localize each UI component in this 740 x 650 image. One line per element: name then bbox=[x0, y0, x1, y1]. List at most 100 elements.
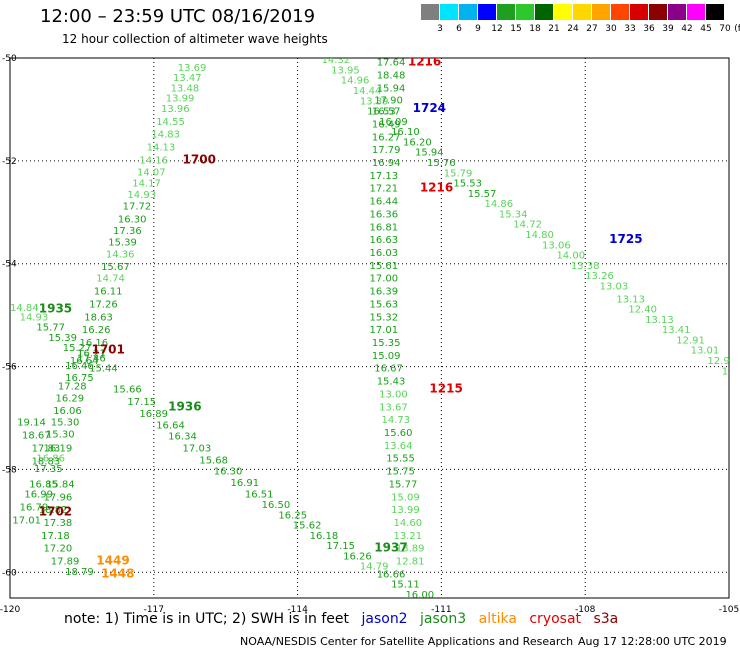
lat-tick-label: -58 bbox=[2, 465, 17, 475]
scale-label: 33 bbox=[624, 24, 636, 34]
swh-value-label: 17.26 bbox=[89, 299, 118, 310]
swh-value-label: 14.74 bbox=[96, 274, 125, 285]
swh-value-label: 15.77 bbox=[389, 479, 418, 490]
swh-value-label: 16.09 bbox=[379, 117, 408, 128]
page-subtitle: 12 hour collection of altimeter wave hei… bbox=[62, 32, 328, 46]
swh-value-label: 16.85 bbox=[29, 479, 58, 490]
swh-value-label: 17.01 bbox=[12, 515, 41, 526]
scale-label: 3 bbox=[437, 24, 443, 34]
swh-value-label: 17.38 bbox=[44, 518, 73, 529]
swh-value-label: 17.28 bbox=[58, 382, 87, 393]
pass-time-labels-layer: 1659 1723 1216 1724 1700 1216 1725 1935 1701 1936… bbox=[12, 55, 642, 580]
swh-value-label: 15.30 bbox=[46, 430, 75, 441]
scale-label: 27 bbox=[586, 24, 598, 34]
swh-value-label: 16.39 bbox=[370, 287, 399, 298]
swh-value-label: 14.80 bbox=[525, 230, 554, 241]
legend-s3a: s3a bbox=[593, 611, 619, 627]
swh-value-label: 12.75 bbox=[736, 377, 740, 388]
scale-swatch bbox=[649, 4, 667, 20]
swh-value-label: 15.62 bbox=[293, 521, 322, 532]
legend-altika: altika bbox=[478, 611, 517, 627]
swh-value-label: 18.79 bbox=[65, 567, 94, 578]
swh-value-label: 16.81 bbox=[370, 222, 399, 233]
swh-value-label: 18.83 bbox=[32, 456, 61, 467]
scale-label: 45 bbox=[700, 24, 712, 34]
pass-time-label: 1216 bbox=[408, 55, 441, 69]
swh-value-label: 16.66 bbox=[377, 569, 406, 580]
swh-value-label: 19.14 bbox=[17, 418, 46, 429]
note-text: note: 1) Time is in UTC; 2) SWH is in fe… bbox=[64, 611, 350, 627]
pass-time-label: 1935 bbox=[39, 302, 72, 316]
swh-value-label: 16.46 bbox=[65, 361, 94, 372]
swh-value-label: 14.93 bbox=[20, 312, 49, 323]
swh-value-label: 15.53 bbox=[453, 179, 482, 190]
swh-value-label: 17.01 bbox=[370, 325, 399, 336]
swh-value-label: 13.96 bbox=[161, 104, 190, 115]
swh-value-label: 15.39 bbox=[108, 238, 137, 249]
lon-tick-label: -108 bbox=[575, 605, 596, 615]
swh-value-label: 14.59 bbox=[187, 50, 216, 61]
legend-jason3: jason3 bbox=[420, 611, 467, 627]
swh-value-label: 13.21 bbox=[393, 531, 422, 542]
swh-value-label: 17.89 bbox=[51, 557, 80, 568]
swh-value-label: 16.30 bbox=[214, 467, 243, 478]
swh-value-label: 16.21 bbox=[77, 348, 106, 359]
lon-tick-label: -105 bbox=[719, 605, 739, 615]
swh-value-label: 15.61 bbox=[370, 261, 399, 272]
swh-value-label: 15.67 bbox=[101, 262, 130, 273]
swh-value-label: 12.81 bbox=[396, 557, 425, 568]
swh-value-label: 17.15 bbox=[326, 541, 355, 552]
lon-tick-label: -114 bbox=[287, 605, 308, 615]
scale-swatch bbox=[535, 4, 553, 20]
swh-value-label: 18.82 bbox=[39, 505, 68, 516]
scale-label: 6 bbox=[456, 24, 462, 34]
scale-swatch bbox=[611, 4, 629, 20]
swh-value-label: 14.16 bbox=[139, 155, 168, 166]
swh-value-label: 16.75 bbox=[65, 373, 94, 384]
swh-value-label: 16.16 bbox=[80, 338, 109, 349]
swh-value-label: 14.44 bbox=[353, 86, 382, 97]
swh-value-label: 18.48 bbox=[377, 71, 406, 82]
swh-value-label: 16.10 bbox=[391, 127, 420, 138]
pass-time-label: 1449 bbox=[96, 554, 129, 568]
pass-time-label: 1701 bbox=[91, 343, 124, 357]
swh-value-label: 14.36 bbox=[106, 250, 135, 261]
swh-value-label: 16.29 bbox=[56, 394, 85, 405]
pass-time-label: 1936 bbox=[168, 399, 201, 413]
swh-value-label: 13.41 bbox=[662, 325, 691, 336]
legend-jason2: jason2 bbox=[361, 611, 408, 627]
swh-value-label: 13.00 bbox=[379, 389, 408, 400]
scale-unit: (ft) bbox=[734, 24, 740, 34]
swh-value-label: 16.44 bbox=[370, 197, 399, 208]
generated-timestamp: Aug 17 12:28:00 UTC 2019 bbox=[578, 635, 727, 648]
scale-label: 70 bbox=[719, 24, 731, 34]
credit-line: NOAA/NESDIS Center for Satellite Applica… bbox=[240, 635, 574, 648]
plot-frame bbox=[9, 57, 730, 599]
swh-value-label: 15.39 bbox=[48, 333, 77, 344]
swh-value-label: 18.63 bbox=[84, 312, 113, 323]
swh-labels-layer: 14.5913.6913.4713.4813.9913.9614.5514.83… bbox=[10, 50, 740, 598]
scale-label: 30 bbox=[605, 24, 617, 34]
swh-value-label: 16.91 bbox=[230, 478, 259, 489]
scale-label: 21 bbox=[548, 24, 560, 34]
swh-value-label: 13.69 bbox=[178, 63, 207, 74]
swh-value-label: 13.01 bbox=[691, 346, 720, 357]
swh-value-label: 15.43 bbox=[377, 377, 406, 388]
swh-value-label: 16.26 bbox=[82, 325, 111, 336]
scale-label: 24 bbox=[567, 24, 579, 34]
lat-tick-label: -50 bbox=[2, 54, 17, 64]
swh-value-label: 17.79 bbox=[372, 145, 401, 156]
swh-value-label: 14.32 bbox=[322, 55, 351, 66]
swh-value-label: 14.79 bbox=[360, 562, 389, 573]
swh-value-label: 17.72 bbox=[123, 202, 152, 213]
swh-value-label: 14.60 bbox=[393, 518, 422, 529]
swh-value-label: 12.92 bbox=[707, 356, 736, 367]
swh-value-label: 17.18 bbox=[41, 531, 70, 542]
swh-value-label: 14.84 bbox=[10, 303, 39, 314]
swh-value-label: 17.64 bbox=[377, 58, 406, 69]
swh-value-label: 17.90 bbox=[374, 95, 403, 106]
swh-value-label: 13.99 bbox=[166, 94, 195, 105]
swh-value-label: 16.19 bbox=[44, 443, 73, 454]
scale-swatch bbox=[630, 4, 648, 20]
swh-value-label: 16.57 bbox=[372, 107, 401, 118]
